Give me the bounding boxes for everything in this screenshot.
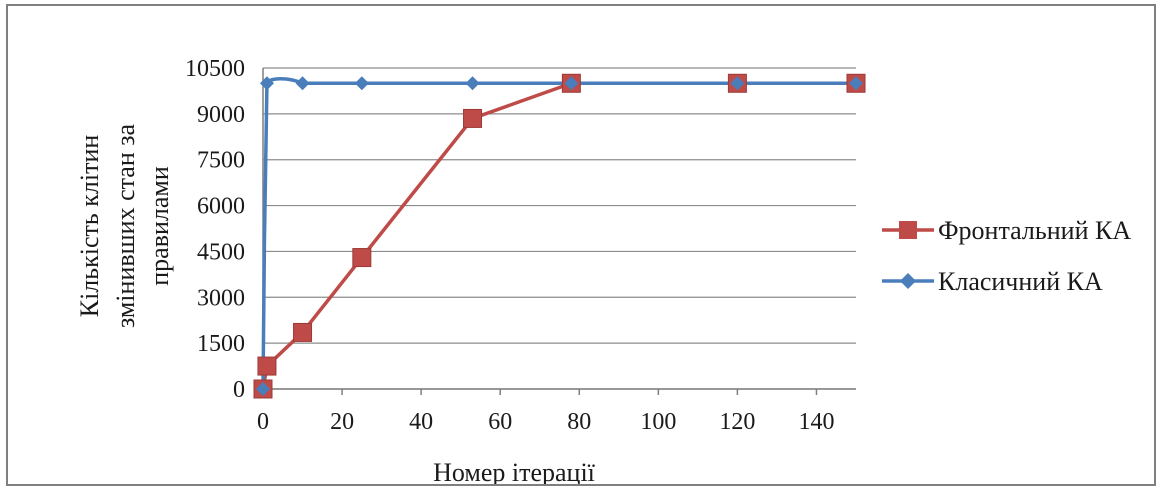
axes xyxy=(262,68,856,395)
legend: Фронтальний КА Класичний КА xyxy=(882,216,1131,296)
data-point-frontal xyxy=(352,248,372,268)
data-point-classic xyxy=(354,76,369,91)
data-point-classic xyxy=(730,76,745,91)
data-point-frontal xyxy=(463,108,483,128)
y-tick-label: 1500 xyxy=(197,331,245,357)
chart-svg: 0 1500 3000 4500 6000 7500 9000 10500 0 20 40 60 80… xyxy=(75,56,1131,487)
y-tick-label: 4500 xyxy=(197,239,245,265)
legend-label-classic: Класичний КА xyxy=(938,267,1103,296)
x-tick-label: 0 xyxy=(257,409,269,435)
legend-marker-frontal xyxy=(899,221,917,239)
x-tick-label: 140 xyxy=(798,409,834,435)
y-tick-label: 9000 xyxy=(197,102,245,128)
y-tick-label: 6000 xyxy=(197,194,245,220)
data-point-classic xyxy=(564,76,579,91)
data-point-classic xyxy=(256,382,270,396)
y-axis-title-line-2: змінивших стан за xyxy=(111,123,140,328)
x-tick-label: 80 xyxy=(567,409,591,435)
data-point-frontal xyxy=(257,356,277,376)
x-tick-label: 40 xyxy=(409,409,433,435)
x-tick-labels: 0 20 40 60 80 100 120 140 xyxy=(257,409,834,435)
y-tick-labels: 0 1500 3000 4500 6000 7500 9000 10500 xyxy=(185,56,245,403)
y-tick-label: 10500 xyxy=(185,56,245,82)
chart-frame: 0 1500 3000 4500 6000 7500 9000 10500 0 20 40 60 80… xyxy=(6,4,1156,487)
data-point-classic xyxy=(465,76,480,91)
x-tick-label: 60 xyxy=(488,409,512,435)
series-line-classic xyxy=(261,77,856,390)
series xyxy=(253,73,866,399)
data-point-classic xyxy=(295,76,310,91)
y-axis-title-line-1: Кількість клітин xyxy=(75,135,104,318)
y-axis-title: Кількість клітин змінивших стан за прави… xyxy=(75,123,174,328)
y-tick-label: 7500 xyxy=(197,148,245,174)
legend-item-classic: Класичний КА xyxy=(882,267,1103,296)
x-axis-title: Номер ітерації xyxy=(433,458,596,484)
data-point-frontal xyxy=(293,322,313,342)
legend-label-frontal: Фронтальний КА xyxy=(938,216,1131,245)
y-axis-title-line-3: правилами xyxy=(145,166,174,286)
y-tick-label: 0 xyxy=(233,377,245,403)
data-point-classic xyxy=(259,76,274,91)
gridlines xyxy=(263,67,856,390)
data-point-classic xyxy=(849,76,863,91)
x-tick-label: 100 xyxy=(640,409,676,435)
x-tick-label: 20 xyxy=(330,409,354,435)
x-tick-label: 120 xyxy=(719,409,755,435)
legend-item-frontal: Фронтальний КА xyxy=(882,216,1131,245)
legend-marker-classic xyxy=(900,273,916,289)
y-tick-label: 3000 xyxy=(197,285,245,311)
